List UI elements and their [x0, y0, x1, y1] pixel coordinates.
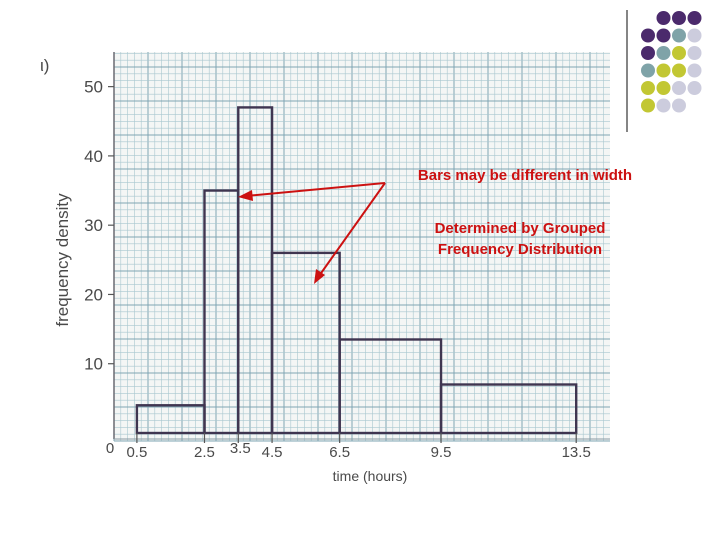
width-note: Bars may be different in width: [417, 167, 633, 184]
x-tick-label: 6.5: [329, 444, 350, 461]
y-tick-label: 10: [84, 355, 103, 374]
decorative-dot: [672, 46, 686, 60]
histogram-bar: [439, 383, 578, 435]
decorative-dot: [641, 28, 655, 43]
y-tick-label: 40: [84, 147, 103, 166]
grid: [113, 52, 610, 442]
decorative-dot: [641, 81, 655, 95]
corner-label: ι): [40, 56, 49, 75]
graph-paper: [114, 52, 610, 441]
decorative-dot: [687, 46, 702, 60]
x-tick-label: 0: [106, 440, 114, 457]
x-tick-label: 4.5: [262, 444, 283, 461]
x-tick-label: 9.5: [431, 444, 452, 461]
decorative-dot: [687, 81, 702, 95]
x-tick-label: 2.5: [194, 444, 215, 461]
arrow-head-left: [238, 190, 253, 201]
decorative-dot: [687, 63, 702, 78]
arrow-head-down: [314, 269, 325, 284]
axes: 10 20 30 40 50 0 0.5 2.5 3.5 4.5 6.5 9.5 13.5: [84, 52, 610, 461]
x-tick-label: 13.5: [562, 444, 591, 461]
decorative-dot: [656, 81, 671, 95]
decorative-dot: [687, 11, 702, 25]
decorative-dot: [641, 46, 655, 60]
arrow-to-bar-2: [318, 182, 386, 277]
decorative-dot: [656, 11, 671, 25]
decorative-dot: [672, 11, 686, 25]
y-tick-label: 50: [84, 78, 103, 97]
decorative-dot: [672, 81, 686, 95]
grouped-note-line1: Determined by Grouped: [434, 220, 606, 237]
grouped-note-line2: Frequency Distribution: [437, 241, 603, 258]
decorative-dots: [626, 10, 702, 132]
decorative-dot: [641, 98, 655, 113]
decorative-dot: [672, 98, 686, 113]
y-axis-label: frequency density: [53, 193, 72, 327]
grouped-note: Determined by Grouped Frequency Distribu…: [405, 218, 635, 260]
decorative-dot: [656, 46, 671, 60]
decorative-dot: [641, 63, 655, 78]
bars: [135, 106, 578, 435]
y-tick-label: 20: [84, 285, 103, 304]
x-tick-label: 3.5: [230, 440, 251, 457]
decorative-dot: [656, 98, 671, 113]
arrow-to-bar: [245, 182, 386, 197]
decorative-dot: [672, 63, 686, 78]
decorative-dot: [656, 63, 671, 78]
decorative-dot: [656, 28, 671, 43]
x-tick-label: 0.5: [126, 444, 147, 461]
decorative-dot: [672, 28, 686, 43]
y-tick-label: 30: [84, 216, 103, 235]
annotation-arrows: [238, 182, 386, 284]
x-axis-label: time (hours): [333, 468, 408, 484]
decorative-dot: [687, 28, 702, 43]
